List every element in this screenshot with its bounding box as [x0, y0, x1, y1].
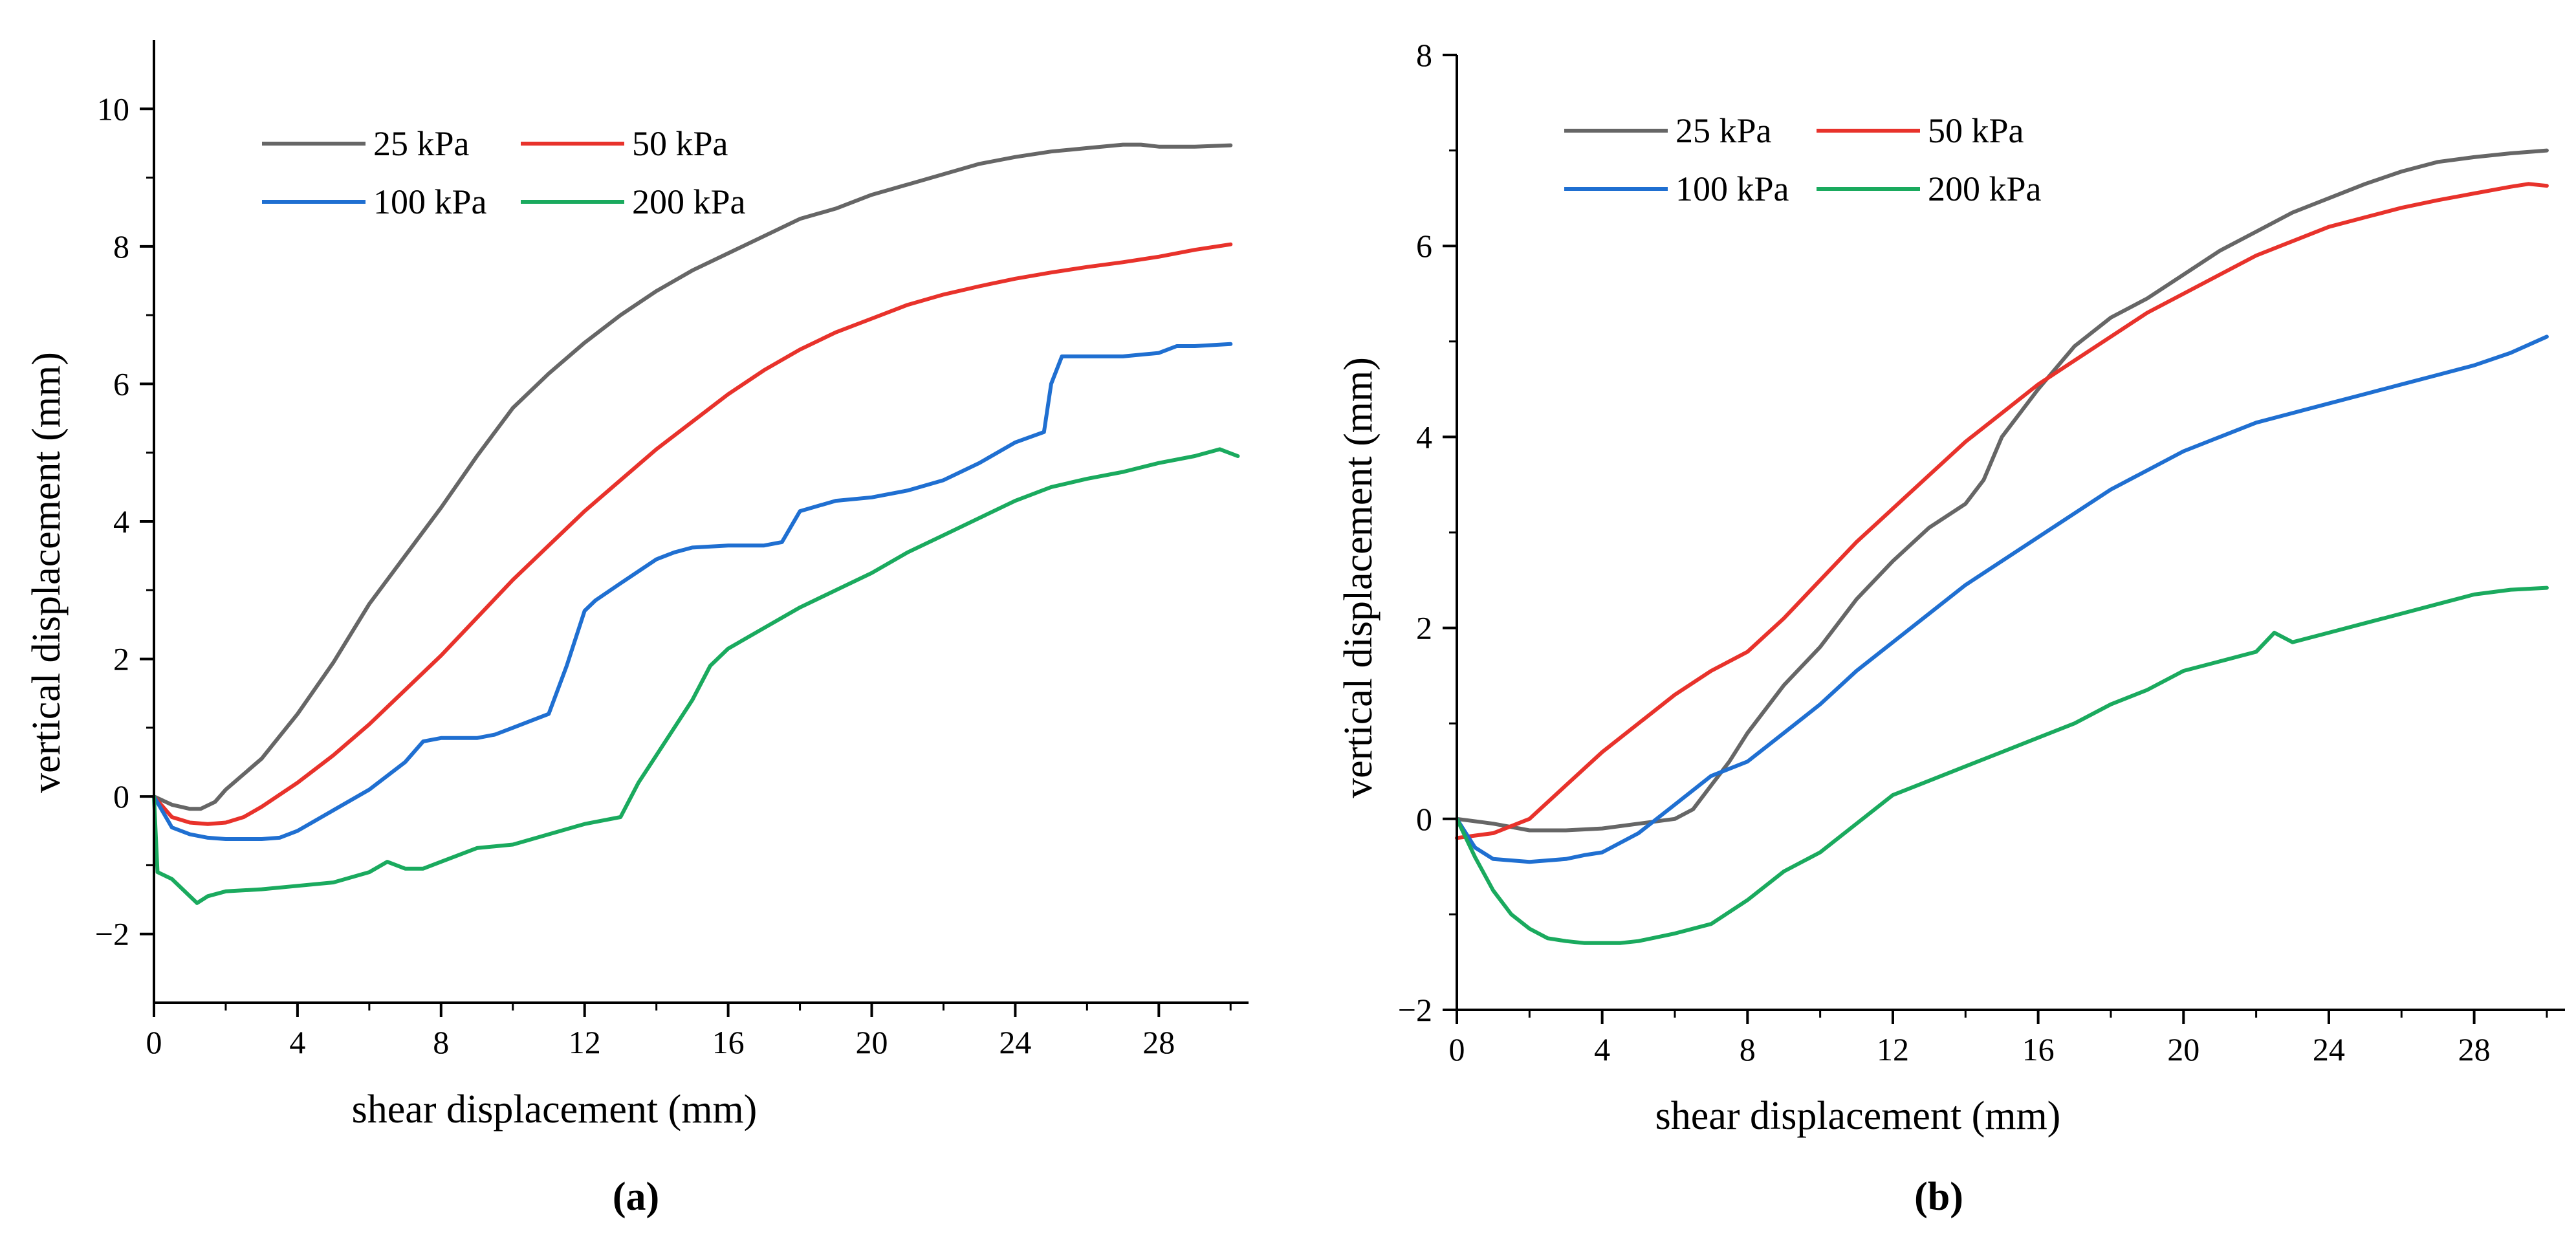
y-tick-label-b: 2: [1416, 610, 1432, 646]
x-tick-label-a: 4: [289, 1024, 305, 1060]
series-line-200-kpa-a: [152, 447, 1240, 905]
series-line-50-kpa-b: [1455, 182, 2549, 840]
y-tick-label-a: 6: [113, 366, 129, 402]
legend-label-25-kpa-a: 25 kPa: [373, 124, 470, 163]
legend-a: 25 kPa 50 kPa 100 kPa 200 kPa: [262, 124, 746, 221]
y-axis-title-a: vertical displacement (mm): [25, 352, 69, 793]
legend-label-25-kpa-b: 25 kPa: [1675, 111, 1772, 150]
y-tick-label-a: 8: [113, 228, 129, 265]
y-tick-label-b: −2: [1398, 992, 1432, 1028]
x-tick-label-a: 12: [569, 1024, 601, 1060]
x-tick-label-b: 28: [2458, 1031, 2491, 1067]
x-tick-label-b: 24: [2313, 1031, 2345, 1067]
y-tick-label-a: −2: [95, 916, 129, 952]
x-tick-label-b: 8: [1740, 1031, 1756, 1067]
series-layer-b: [1455, 148, 2549, 945]
y-tick-label-a: 2: [113, 641, 129, 677]
y-tick-label-b: 0: [1416, 801, 1432, 837]
x-tick-label-a: 24: [999, 1024, 1031, 1060]
x-tick-label-a: 28: [1142, 1024, 1175, 1060]
series-line-50-kpa-a: [152, 242, 1233, 826]
x-tick-label-b: 4: [1594, 1031, 1610, 1067]
x-tick-label-b: 12: [1877, 1031, 1909, 1067]
y-tick-label-b: 4: [1416, 419, 1432, 455]
x-axis-title-b: shear displacement (mm): [1655, 1094, 2061, 1138]
x-tick-label-a: 0: [146, 1024, 162, 1060]
x-tick-label-a: 8: [433, 1024, 449, 1060]
y-tick-label-b: 8: [1416, 37, 1432, 73]
y-tick-label-a: 0: [113, 778, 129, 814]
series-layer-a: [152, 142, 1240, 905]
x-tick-label-a: 16: [712, 1024, 745, 1060]
legend-label-200-kpa-b: 200 kPa: [1928, 169, 2042, 208]
legend-label-50-kpa-a: 50 kPa: [632, 124, 728, 163]
y-axis-title-b: vertical displacement (mm): [1337, 357, 1381, 798]
x-tick-label-a: 20: [856, 1024, 888, 1060]
series-line-100-kpa-b: [1455, 334, 2549, 864]
y-tick-label-a: 4: [113, 503, 129, 540]
legend-label-200-kpa-a: 200 kPa: [632, 182, 746, 221]
x-tick-label-b: 20: [2167, 1031, 2199, 1067]
series-line-25-kpa-a: [152, 142, 1233, 811]
legend-label-100-kpa-a: 100 kPa: [373, 182, 487, 221]
y-tick-label-b: 6: [1416, 228, 1432, 264]
x-tick-label-b: 0: [1449, 1031, 1465, 1067]
legend-label-50-kpa-b: 50 kPa: [1928, 111, 2024, 150]
x-axis-title-a: shear displacement (mm): [352, 1088, 758, 1131]
series-line-100-kpa-a: [152, 342, 1233, 841]
x-tick-label-b: 16: [2022, 1031, 2055, 1067]
y-tick-label-a: 10: [97, 91, 129, 127]
panel-label-b: (b): [1914, 1175, 1963, 1219]
series-line-200-kpa-b: [1455, 585, 2549, 945]
legend-b: 25 kPa 50 kPa 100 kPa 200 kPa: [1564, 111, 2042, 208]
panel-label-a: (a): [613, 1175, 659, 1219]
legend-label-100-kpa-b: 100 kPa: [1675, 169, 1789, 208]
